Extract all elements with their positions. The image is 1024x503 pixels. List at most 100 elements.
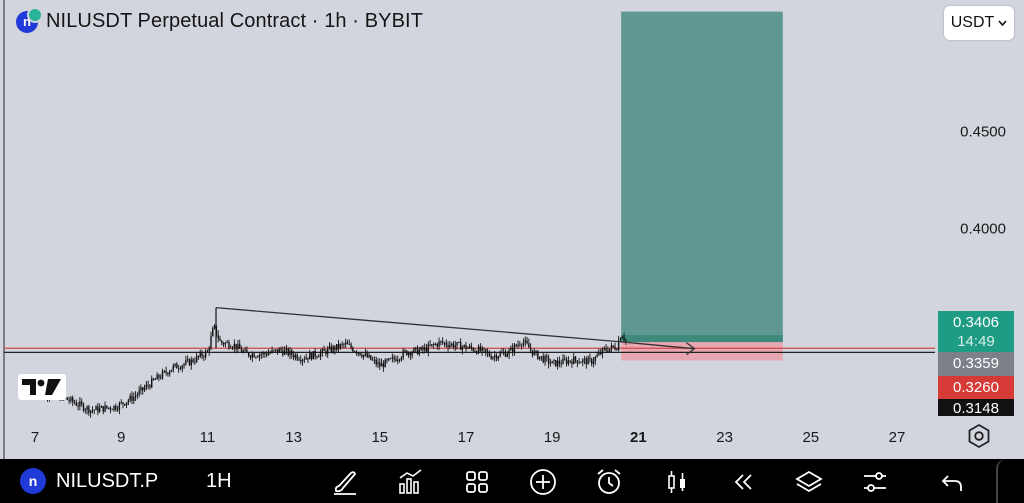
plus-circle-icon[interactable] bbox=[528, 467, 558, 497]
brush-icon[interactable] bbox=[330, 467, 360, 497]
candle-body-48 bbox=[120, 402, 122, 404]
x-tick-label-7: 21 bbox=[630, 429, 647, 446]
tradingview-logo-icon bbox=[18, 374, 66, 400]
candle-body-83 bbox=[183, 363, 185, 366]
candle-body-19 bbox=[68, 399, 70, 402]
candle-body-279 bbox=[535, 351, 537, 352]
candle-body-172 bbox=[343, 343, 345, 345]
candle-body-246 bbox=[476, 351, 478, 354]
candle-body-28 bbox=[84, 409, 86, 411]
candle-body-248 bbox=[479, 346, 482, 352]
candle-body-305 bbox=[582, 359, 584, 363]
candle-body-216 bbox=[422, 347, 424, 351]
candle-body-42 bbox=[109, 407, 112, 410]
candle-body-220 bbox=[429, 344, 431, 346]
candle-body-27 bbox=[82, 404, 85, 411]
candle-body-182 bbox=[361, 355, 363, 357]
candle-body-327 bbox=[621, 336, 623, 339]
candle-body-278 bbox=[533, 351, 535, 355]
candle-body-240 bbox=[465, 344, 467, 349]
candle-body-41 bbox=[107, 407, 110, 409]
alarm-icon[interactable] bbox=[594, 467, 624, 497]
candle-body-265 bbox=[510, 347, 512, 351]
candle-body-273 bbox=[524, 340, 526, 343]
candle-body-126 bbox=[260, 354, 262, 356]
candle-body-141 bbox=[287, 348, 289, 356]
candle-body-276 bbox=[529, 347, 532, 350]
candle-body-170 bbox=[339, 344, 341, 349]
x-tick-label-4: 15 bbox=[371, 429, 388, 446]
candle-body-306 bbox=[583, 358, 586, 360]
candle-body-144 bbox=[292, 354, 295, 358]
panel-handle[interactable] bbox=[996, 459, 1024, 503]
candle-body-23 bbox=[75, 403, 78, 406]
candle-body-199 bbox=[391, 357, 394, 359]
candle-body-163 bbox=[327, 348, 329, 355]
bar-countdown: 14:49 bbox=[957, 333, 995, 350]
entry-band bbox=[621, 335, 783, 343]
candle-body-201 bbox=[395, 359, 397, 362]
candle-body-78 bbox=[174, 363, 176, 366]
candle-body-20 bbox=[70, 397, 72, 402]
candle-body-18 bbox=[66, 397, 69, 400]
current-price: 0.3406 bbox=[953, 314, 999, 331]
rewind-icon[interactable] bbox=[728, 467, 758, 497]
candle-body-206 bbox=[404, 350, 406, 352]
candle-body-268 bbox=[515, 344, 517, 347]
candle-body-181 bbox=[359, 352, 361, 356]
candle-body-77 bbox=[172, 365, 174, 370]
candle-body-127 bbox=[262, 352, 264, 355]
candle-body-188 bbox=[371, 359, 374, 361]
candle-body-116 bbox=[242, 350, 245, 353]
candle-body-325 bbox=[617, 340, 620, 351]
candle-body-203 bbox=[398, 359, 401, 361]
candle-body-85 bbox=[186, 359, 189, 361]
sliders-icon[interactable] bbox=[860, 467, 890, 497]
candle-body-197 bbox=[388, 358, 390, 361]
candle-body-55 bbox=[133, 396, 135, 401]
candle-body-36 bbox=[98, 407, 101, 412]
candle-body-284 bbox=[544, 356, 546, 363]
candles-icon[interactable] bbox=[662, 467, 692, 497]
settings-gear-icon[interactable] bbox=[966, 423, 992, 449]
candle-body-205 bbox=[402, 350, 404, 358]
candle-body-173 bbox=[344, 342, 347, 345]
undo-icon[interactable] bbox=[938, 467, 968, 497]
candle-body-257 bbox=[495, 355, 498, 359]
candle-body-287 bbox=[549, 363, 552, 365]
candle-body-133 bbox=[273, 349, 275, 351]
currency-selector[interactable]: USDT bbox=[944, 6, 1014, 40]
candle-body-49 bbox=[122, 402, 124, 404]
candle-body-131 bbox=[269, 352, 271, 354]
candle-body-21 bbox=[72, 397, 74, 403]
timeframe-button[interactable]: 1H bbox=[206, 470, 232, 492]
candle-body-270 bbox=[519, 344, 521, 346]
candle-body-303 bbox=[578, 362, 580, 364]
candle-body-100 bbox=[213, 325, 216, 329]
x-tick-label-5: 17 bbox=[458, 429, 475, 446]
symbol-selector[interactable]: n NILUSDT.P bbox=[20, 468, 330, 494]
layers-icon[interactable] bbox=[794, 467, 824, 497]
grid-icon[interactable] bbox=[462, 467, 492, 497]
candle-body-222 bbox=[432, 344, 435, 346]
candle-body-227 bbox=[441, 341, 444, 343]
candle-body-299 bbox=[571, 361, 573, 364]
candle-body-114 bbox=[239, 344, 241, 349]
candle-body-32 bbox=[91, 410, 94, 412]
candle-body-98 bbox=[210, 336, 212, 348]
candle-body-46 bbox=[116, 409, 119, 411]
chart-bars-icon[interactable] bbox=[396, 467, 426, 497]
candle-body-289 bbox=[553, 360, 555, 362]
candle-body-148 bbox=[300, 359, 302, 362]
x-tick-label-0: 7 bbox=[31, 429, 39, 446]
candle-body-318 bbox=[605, 348, 607, 351]
candle-body-223 bbox=[434, 344, 437, 345]
candle-body-164 bbox=[328, 346, 331, 349]
candle-body-207 bbox=[406, 350, 408, 355]
candle-body-137 bbox=[280, 348, 282, 351]
candle-body-312 bbox=[594, 356, 596, 362]
candle-body-302 bbox=[576, 360, 579, 364]
candle-body-324 bbox=[616, 349, 618, 351]
candle-body-297 bbox=[567, 360, 570, 364]
